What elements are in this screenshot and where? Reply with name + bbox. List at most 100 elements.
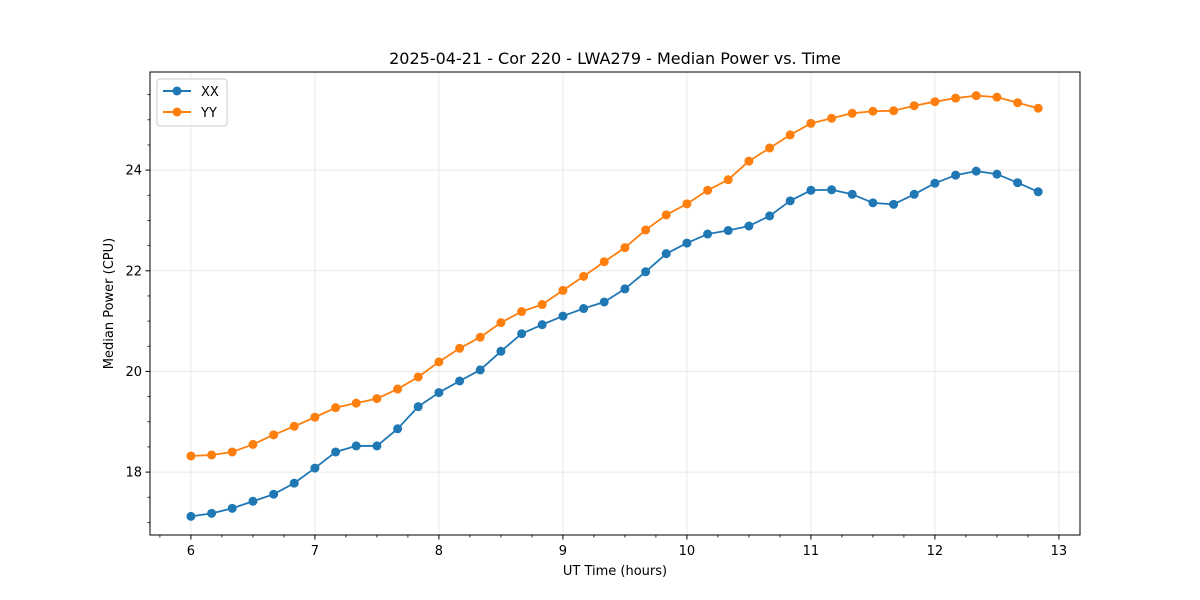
data-point-xx bbox=[579, 304, 589, 314]
data-point-xx bbox=[537, 320, 547, 330]
series-layer bbox=[186, 91, 1043, 521]
data-point-yy bbox=[971, 91, 981, 101]
data-point-yy bbox=[413, 372, 423, 382]
legend-marker-yy bbox=[172, 107, 182, 117]
data-point-yy bbox=[455, 343, 465, 353]
y-tick-label: 18 bbox=[125, 466, 142, 481]
data-point-yy bbox=[703, 185, 713, 195]
data-point-yy bbox=[393, 384, 403, 394]
data-point-xx bbox=[455, 376, 465, 386]
data-point-yy bbox=[620, 243, 630, 253]
data-point-xx bbox=[351, 441, 361, 451]
data-point-xx bbox=[558, 311, 568, 321]
data-point-yy bbox=[785, 130, 795, 140]
data-point-xx bbox=[620, 284, 630, 294]
data-point-xx bbox=[703, 229, 713, 239]
data-point-xx bbox=[868, 198, 878, 208]
data-point-yy bbox=[558, 285, 568, 295]
x-tick-label: 10 bbox=[679, 544, 696, 559]
data-point-yy bbox=[827, 113, 837, 123]
data-point-yy bbox=[517, 307, 527, 317]
data-point-yy bbox=[372, 394, 382, 404]
data-point-yy bbox=[930, 97, 940, 107]
data-point-xx bbox=[641, 267, 651, 277]
data-point-yy bbox=[248, 439, 258, 449]
data-point-yy bbox=[723, 175, 733, 185]
data-point-yy bbox=[289, 421, 299, 431]
data-point-yy bbox=[186, 451, 196, 461]
data-point-yy bbox=[951, 93, 961, 103]
data-point-yy bbox=[207, 450, 217, 460]
legend-marker-xx bbox=[172, 86, 182, 96]
data-point-yy bbox=[475, 332, 485, 342]
data-point-yy bbox=[641, 225, 651, 235]
data-point-yy bbox=[682, 199, 692, 209]
data-point-yy bbox=[661, 210, 671, 220]
data-point-xx bbox=[434, 388, 444, 398]
grid bbox=[150, 72, 1080, 535]
data-point-yy bbox=[909, 101, 919, 111]
data-point-yy bbox=[310, 412, 320, 422]
data-point-xx bbox=[723, 226, 733, 236]
data-point-yy bbox=[847, 108, 857, 118]
x-tick-label: 9 bbox=[559, 544, 567, 559]
data-point-xx bbox=[227, 503, 237, 513]
data-point-yy bbox=[227, 447, 237, 457]
data-point-xx bbox=[517, 329, 527, 339]
chart-title: 2025-04-21 - Cor 220 - LWA279 - Median P… bbox=[389, 49, 841, 68]
legend-label-xx: XX bbox=[201, 85, 219, 100]
data-point-xx bbox=[289, 478, 299, 488]
data-point-xx bbox=[930, 178, 940, 188]
data-point-xx bbox=[806, 185, 816, 195]
legend: XX YY bbox=[156, 78, 228, 127]
data-point-xx bbox=[269, 489, 279, 499]
data-point-xx bbox=[744, 221, 754, 231]
data-point-xx bbox=[847, 189, 857, 199]
data-point-xx bbox=[992, 169, 1002, 179]
data-point-xx bbox=[248, 496, 258, 506]
y-tick-label: 20 bbox=[125, 365, 142, 380]
y-tick-label: 22 bbox=[125, 264, 142, 279]
data-point-yy bbox=[992, 92, 1002, 102]
data-point-xx bbox=[785, 196, 795, 206]
y-tick-label: 24 bbox=[125, 164, 142, 179]
data-point-xx bbox=[889, 199, 899, 209]
data-point-yy bbox=[579, 271, 589, 281]
legend-label-yy: YY bbox=[200, 106, 217, 121]
data-point-xx bbox=[372, 441, 382, 451]
axes: 6 7 8 9 10 11 12 13 18 20 22 24 bbox=[125, 94, 1067, 559]
data-point-xx bbox=[971, 166, 981, 176]
data-point-yy bbox=[599, 257, 609, 267]
data-point-xx bbox=[393, 424, 403, 434]
data-point-yy bbox=[537, 300, 547, 310]
data-point-yy bbox=[351, 398, 361, 408]
data-point-xx bbox=[475, 365, 485, 375]
data-point-xx bbox=[951, 170, 961, 180]
data-point-yy bbox=[806, 118, 816, 128]
data-point-xx bbox=[599, 297, 609, 307]
data-point-xx bbox=[186, 511, 196, 521]
data-point-xx bbox=[496, 346, 506, 356]
data-point-yy bbox=[331, 403, 341, 413]
data-point-yy bbox=[434, 357, 444, 367]
x-tick-label: 12 bbox=[927, 544, 944, 559]
data-point-yy bbox=[1013, 98, 1023, 108]
data-point-xx bbox=[661, 249, 671, 259]
x-tick-label: 8 bbox=[435, 544, 443, 559]
x-axis-label: UT Time (hours) bbox=[563, 564, 667, 579]
data-point-xx bbox=[207, 508, 217, 518]
data-point-yy bbox=[496, 318, 506, 328]
data-point-yy bbox=[269, 430, 279, 440]
x-tick-label: 11 bbox=[803, 544, 820, 559]
data-point-xx bbox=[682, 238, 692, 248]
plot-frame bbox=[149, 71, 1081, 536]
x-tick-label: 7 bbox=[311, 544, 319, 559]
data-point-xx bbox=[1013, 178, 1023, 188]
data-point-xx bbox=[909, 189, 919, 199]
data-point-xx bbox=[310, 463, 320, 473]
data-point-yy bbox=[1033, 103, 1043, 113]
data-point-xx bbox=[1033, 187, 1043, 197]
y-axis-label: Median Power (CPU) bbox=[102, 238, 117, 369]
